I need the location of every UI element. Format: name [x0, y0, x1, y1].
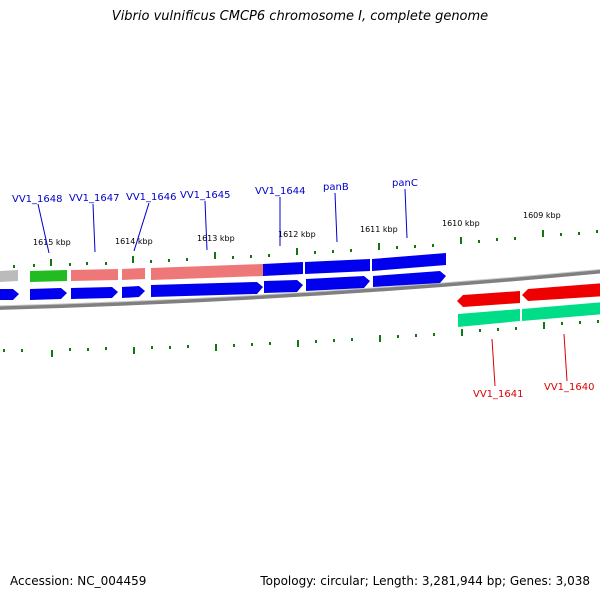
gene-label-panb[interactable]: panB	[323, 182, 349, 193]
gene-label-vv1-1644[interactable]: VV1_1644	[255, 186, 306, 197]
cds-arrow-panb	[306, 276, 370, 291]
backbone-highlight	[0, 268, 600, 307]
genes-value: 3,038	[555, 574, 590, 588]
reverse-scale-ticks	[3, 320, 599, 357]
scale-label-1614: 1614 kbp	[115, 237, 153, 246]
accession-value: NC_004459	[77, 574, 147, 588]
gene-feature-vv1-1646	[122, 268, 145, 280]
partial-gene-left	[0, 270, 18, 282]
genes-label: Genes:	[509, 574, 552, 588]
length-value: 3,281,944 bp	[421, 574, 502, 588]
cds-arrow-panc	[373, 271, 446, 287]
forward-leader-lines	[37, 188, 408, 254]
gene-feature-vv1-1647	[71, 269, 118, 281]
chromosome-backbone	[0, 269, 600, 310]
gene-feature-vv1-1645	[151, 264, 263, 280]
gene-feature-vv1-1641	[458, 309, 520, 327]
topology-label: Topology:	[260, 574, 317, 588]
accession-info: Accession: NC_004459	[10, 574, 146, 588]
cds-arrow-vv1-1641	[457, 291, 520, 307]
cds-arrow-vv1-1645	[151, 282, 263, 297]
gene-feature-vv1-1640	[522, 302, 600, 321]
gene-feature-panc	[372, 253, 446, 271]
cds-arrow-vv1-1640	[522, 283, 600, 301]
scale-label-1611: 1611 kbp	[360, 225, 398, 234]
scale-label-1615: 1615 kbp	[33, 238, 71, 247]
genome-summary: Topology: circular; Length: 3,281,944 bp…	[260, 574, 590, 588]
gene-label-vv1-1641[interactable]: VV1_1641	[473, 389, 524, 400]
gene-feature-panb	[305, 259, 370, 274]
gene-label-vv1-1646[interactable]: VV1_1646	[126, 192, 177, 203]
cds-arrow-vv1-1644	[264, 280, 303, 293]
rna-feature	[30, 270, 67, 282]
reverse-leader-lines	[491, 333, 568, 387]
length-label: Length:	[372, 574, 419, 588]
scale-label-1610: 1610 kbp	[442, 219, 480, 228]
scale-label-1609: 1609 kbp	[523, 211, 561, 220]
cds-arrow-vv1-1648	[30, 288, 67, 300]
scale-label-1613: 1613 kbp	[197, 234, 235, 243]
gene-label-vv1-1640[interactable]: VV1_1640	[544, 382, 595, 393]
scale-label-1612: 1612 kbp	[278, 230, 316, 239]
cds-arrow-vv1-1647	[71, 287, 118, 299]
cds-arrow-partial	[0, 289, 19, 300]
cds-arrow-vv1-1646	[122, 286, 145, 298]
gene-label-vv1-1648[interactable]: VV1_1648	[12, 194, 63, 205]
gene-label-vv1-1645[interactable]: VV1_1645	[180, 190, 231, 201]
forward-scale-ticks	[13, 230, 598, 268]
accession-label: Accession:	[10, 574, 74, 588]
topology-value: circular	[320, 574, 365, 588]
gene-feature-vv1-1644	[263, 262, 303, 276]
map-title: Vibrio vulnificus CMCP6 chromosome I, co…	[111, 9, 489, 24]
gene-label-panc[interactable]: panC	[392, 178, 418, 189]
gene-label-vv1-1647[interactable]: VV1_1647	[69, 193, 120, 204]
